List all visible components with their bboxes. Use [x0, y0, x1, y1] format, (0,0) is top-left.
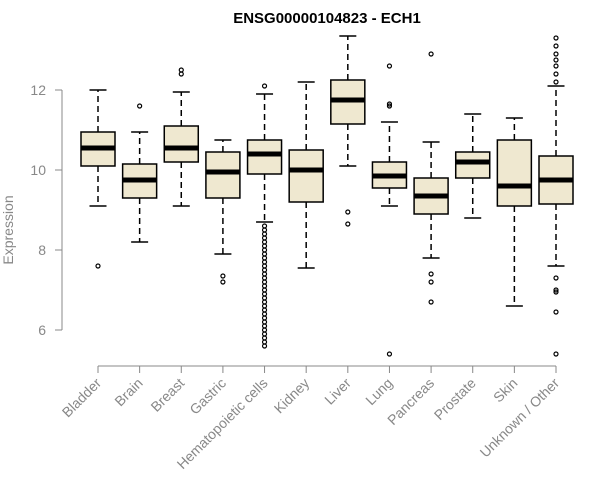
outlier-point	[553, 309, 559, 315]
outlier-point	[95, 263, 101, 269]
outlier-point	[137, 103, 143, 109]
x-tick-label: Lung	[362, 375, 395, 408]
x-tick-label: Unknown / Other	[477, 375, 563, 461]
outlier-point	[428, 51, 434, 57]
box-kidney	[288, 81, 324, 269]
box-gastric	[205, 139, 241, 285]
outlier-point	[345, 209, 351, 215]
outlier-point	[261, 311, 268, 317]
outlier-point	[261, 327, 268, 333]
outlier-point	[261, 291, 268, 297]
iqr-box	[163, 125, 200, 163]
outlier-point	[261, 303, 268, 309]
outlier-point	[261, 227, 268, 233]
y-tick-label: 8	[38, 242, 46, 258]
outlier-point	[553, 35, 559, 41]
outlier-point	[261, 335, 268, 341]
box-unknown-other	[538, 35, 574, 357]
y-tick-label: 6	[38, 322, 46, 338]
y-axis: 6 8 10 12	[30, 82, 63, 338]
outlier-point	[553, 43, 559, 49]
y-tick-label: 10	[30, 162, 46, 178]
outlier-point	[261, 259, 268, 265]
iqr-box	[288, 149, 324, 203]
outlier-point	[553, 275, 559, 281]
outlier-point	[386, 101, 393, 107]
outlier-point	[261, 279, 268, 285]
outlier-point	[261, 83, 268, 89]
x-tick-label: Skin	[490, 375, 521, 406]
outlier-point	[261, 319, 268, 325]
box-brain	[121, 103, 158, 243]
box-breast	[163, 67, 200, 207]
outlier-point	[553, 57, 559, 63]
outlier-point	[261, 315, 268, 321]
y-tick-label: 12	[30, 82, 46, 98]
outlier-point	[428, 299, 434, 305]
outlier-point	[261, 343, 268, 349]
x-tick-label: Prostate	[431, 375, 479, 423]
outlier-point	[386, 351, 393, 357]
outlier-point	[553, 351, 559, 357]
box-liver	[330, 35, 366, 227]
outlier-point	[553, 289, 559, 295]
outlier-point	[261, 231, 268, 237]
iqr-box	[496, 139, 533, 207]
outlier-point	[553, 71, 559, 77]
chart-title: ENSG00000104823 - ECH1	[233, 10, 421, 27]
outlier-point	[220, 279, 226, 285]
x-tick-label: Bladder	[59, 375, 105, 421]
outlier-point	[428, 279, 434, 285]
outlier-point	[261, 235, 268, 241]
outlier-point	[261, 267, 268, 273]
outlier-point	[261, 339, 268, 345]
outlier-point	[261, 255, 268, 261]
box-lung	[371, 63, 408, 357]
outlier-point	[261, 287, 268, 293]
outlier-point	[261, 331, 268, 337]
outlier-point	[261, 223, 268, 229]
box-bladder	[80, 89, 116, 269]
x-tick-label: Breast	[147, 375, 187, 415]
outlier-point	[261, 295, 268, 301]
outlier-point	[261, 323, 268, 329]
x-tick-label: Liver	[321, 375, 354, 408]
boxes-group	[80, 35, 574, 357]
outlier-point	[345, 221, 351, 227]
outlier-point	[261, 251, 268, 257]
x-tick-label: Kidney	[271, 375, 313, 417]
outlier-point	[553, 51, 559, 57]
box-hematopoietic-cells	[246, 83, 283, 349]
box-pancreas	[413, 51, 449, 305]
outlier-point	[386, 63, 393, 69]
outlier-point	[261, 243, 268, 249]
outlier-point	[553, 287, 559, 293]
iqr-box	[454, 151, 491, 179]
outlier-point	[261, 247, 268, 253]
outlier-point	[220, 273, 226, 279]
iqr-box	[246, 139, 283, 175]
outlier-point	[261, 239, 268, 245]
outlier-point	[553, 79, 559, 85]
x-tick-label: Brain	[111, 375, 145, 409]
outlier-point	[386, 103, 393, 109]
outlier-point	[261, 283, 268, 289]
outlier-point	[178, 67, 184, 73]
outlier-point	[428, 271, 434, 277]
outlier-point	[553, 63, 559, 69]
box-prostate	[454, 113, 491, 219]
outlier-point	[261, 275, 268, 281]
outlier-point	[261, 307, 268, 313]
outlier-point	[261, 263, 268, 269]
y-axis-label: Expression	[0, 195, 16, 264]
outlier-point	[261, 299, 268, 305]
box-skin	[496, 117, 533, 307]
iqr-box	[205, 151, 241, 199]
outlier-point	[261, 271, 268, 277]
